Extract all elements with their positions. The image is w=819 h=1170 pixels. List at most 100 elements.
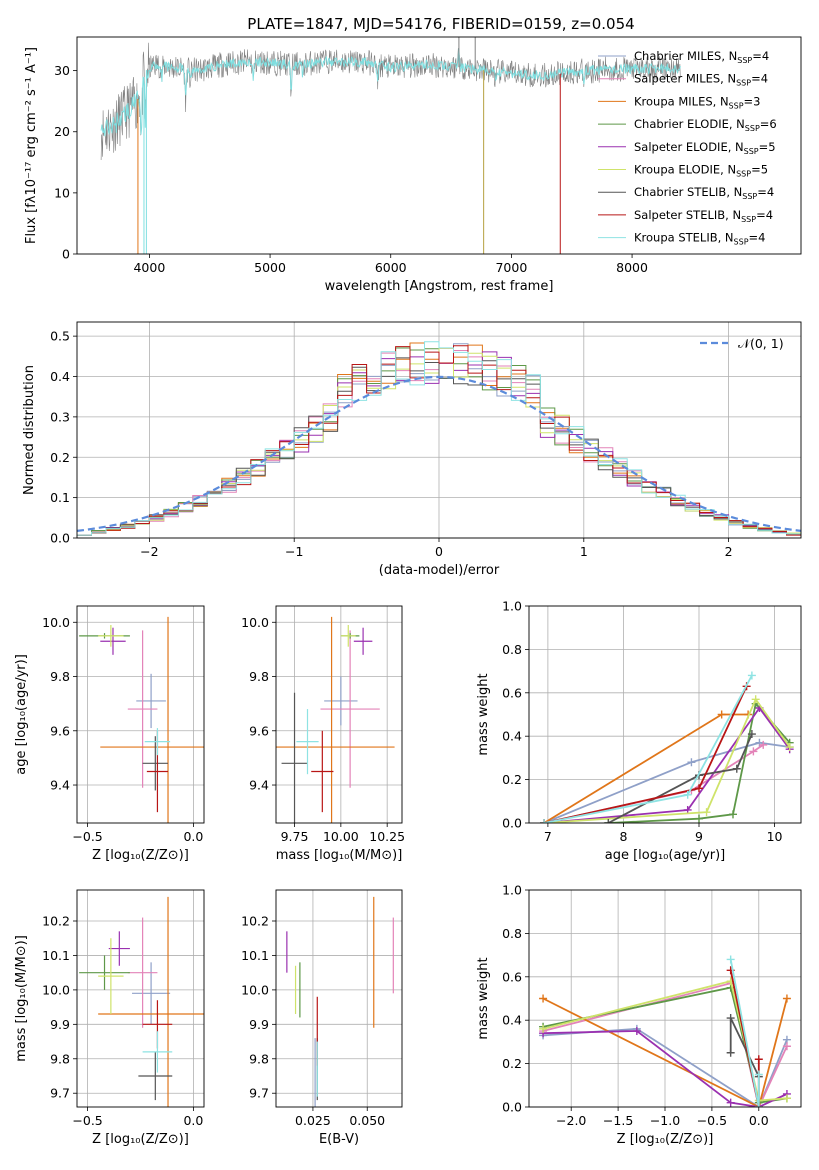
mass_vs_ebv-ytick-label: 10.2 bbox=[241, 914, 269, 929]
residual_hist-ytick-label: 0.3 bbox=[50, 409, 70, 424]
age_vs_mass-panel: 9.75 10.00 10.25 9.4 9.6 9.8 10.0 mass [log₁₀(M… bbox=[241, 605, 405, 863]
spectrum-frame bbox=[76, 36, 802, 255]
age_vs_Z-xlabel: Z [log₁₀(Z/Z⊙)] bbox=[92, 848, 189, 863]
weight_vs_age-xlabel: age [log₁₀(age/yr)] bbox=[605, 848, 726, 863]
residual_hist-panel: −2 −1 0 1 2 0.0 0.1 0.2 0.3 0.4 0.5 (data-model)/er… bbox=[22, 321, 802, 578]
weight-marker bbox=[539, 994, 548, 1003]
spectrum-ytick-label: 0 bbox=[62, 247, 70, 262]
weight_vs_age-xtick-label: 8 bbox=[619, 829, 627, 844]
weight-marker bbox=[695, 784, 703, 793]
weight_vs_age-ytick-label: 0.0 bbox=[502, 816, 522, 831]
age_vs_Z-panel: −0.5 0.0 9.4 9.6 9.8 10.0 Z [log₁₀(Z/Z⊙)] age [… bbox=[14, 605, 205, 863]
legend-label: Chabrier MILES, NSSP=4 bbox=[634, 49, 769, 65]
spectrum-model-line bbox=[100, 48, 681, 137]
errorbar-point bbox=[98, 624, 124, 647]
weight_vs_Z-ytick-label: 0.8 bbox=[502, 926, 522, 941]
weight-marker bbox=[540, 819, 549, 823]
hist-step-salpeter-stelib bbox=[77, 345, 801, 536]
weight-marker bbox=[702, 808, 711, 817]
errorbar-point bbox=[100, 627, 126, 655]
age_vs_Z-frame bbox=[76, 605, 205, 824]
mass_vs_ebv-panel: 0.025 0.050 9.7 9.8 9.9 10.0 10.1 10.2 E(B-V) bbox=[241, 889, 403, 1147]
mass_vs_ebv-ytick-label: 9.9 bbox=[249, 1017, 269, 1032]
weight_vs_age-panel: 7 8 9 10 0.0 0.2 0.4 0.6 0.8 1.0 age [log₁₀(age/yr… bbox=[476, 599, 802, 863]
weight-marker bbox=[687, 758, 696, 767]
weight_vs_age-ytick-label: 0.4 bbox=[502, 729, 522, 744]
spectrum-xtick-label: 7000 bbox=[495, 260, 527, 275]
spectrum-ytick-label: 10 bbox=[54, 185, 70, 200]
weight-marker bbox=[726, 1014, 735, 1023]
spectrum-xtick-label: 5000 bbox=[254, 260, 286, 275]
weight-marker bbox=[726, 1048, 735, 1057]
weight_vs_Z-xtick-label: 0.0 bbox=[749, 1113, 769, 1128]
weight_vs_Z-ytick-label: 0.6 bbox=[502, 969, 522, 984]
age_vs_Z-ytick-label: 9.6 bbox=[50, 723, 70, 738]
weight-marker bbox=[717, 710, 726, 719]
legend-label: Kroupa ELODIE, NSSP=5 bbox=[634, 163, 768, 179]
weight_vs_Z-ytick-label: 0.2 bbox=[502, 1056, 522, 1071]
weight_vs_age-ytick-label: 0.8 bbox=[502, 642, 522, 657]
weight_vs_Z-ytick-label: 1.0 bbox=[502, 883, 522, 898]
weight-line-salpeter-elodie bbox=[544, 706, 791, 823]
residual_hist-ylabel: Normed distribution bbox=[22, 365, 37, 495]
mass_vs_Z-ytick-label: 9.8 bbox=[50, 1051, 70, 1066]
mass_vs_ebv-plot-area bbox=[286, 896, 394, 1107]
hist-step-kroupa-stelib bbox=[77, 341, 801, 536]
residual_hist-ytick-label: 0.0 bbox=[50, 531, 70, 546]
legend-label: Salpeter STELIB, NSSP=4 bbox=[634, 208, 773, 224]
residual_hist-frame bbox=[76, 321, 802, 539]
residual_hist-ytick-label: 0.4 bbox=[50, 369, 70, 384]
mass_vs_Z-ytick-label: 9.7 bbox=[50, 1086, 70, 1101]
weight_vs_age-ylabel: mass weight bbox=[476, 673, 491, 755]
weight_vs_Z-ylabel: mass weight bbox=[476, 957, 491, 1039]
spectrum-ylabel: Flux [fλ10⁻¹⁷ erg cm⁻² s⁻¹ A⁻¹] bbox=[24, 47, 39, 244]
mass_vs_Z-ytick-label: 10.2 bbox=[42, 914, 70, 929]
weight_vs_Z-frame bbox=[528, 889, 802, 1108]
residual_hist-xtick-label: −2 bbox=[140, 544, 158, 559]
weight-line-kroupa-miles bbox=[542, 997, 788, 1107]
spectrum-ytick-label: 30 bbox=[54, 63, 70, 78]
age_vs_Z-plot-area bbox=[79, 616, 204, 823]
weight_vs_Z-xtick-label: −1.5 bbox=[603, 1113, 633, 1128]
errorbar-point bbox=[127, 917, 158, 1028]
mass_vs_Z-frame bbox=[76, 889, 205, 1108]
age_vs_Z-ytick-label: 9.8 bbox=[50, 669, 70, 684]
legend-label: Kroupa STELIB, NSSP=4 bbox=[634, 231, 765, 247]
errorbar-point bbox=[340, 624, 356, 647]
age_vs_mass-ytick-label: 9.6 bbox=[249, 723, 269, 738]
mass_vs_ebv-ytick-label: 10.1 bbox=[241, 948, 269, 963]
residual_hist-ytick-label: 0.5 bbox=[50, 329, 70, 344]
weight-marker bbox=[539, 1024, 548, 1033]
mass_vs_Z-ytick-label: 10.1 bbox=[42, 948, 70, 963]
mass_vs_Z-xlabel: Z [log₁₀(Z/Z⊙)] bbox=[92, 1132, 189, 1147]
hist-step-chabrier-stelib bbox=[77, 357, 801, 536]
age_vs_Z-xtick-label: 0.0 bbox=[183, 829, 203, 844]
weight_vs_age-plot-area bbox=[540, 671, 794, 823]
errorbar-point bbox=[276, 616, 395, 823]
legend-label: Kroupa MILES, NSSP=3 bbox=[634, 94, 760, 110]
mass_vs_Z-ylabel: mass [log₁₀(M/M⊙)] bbox=[14, 935, 29, 1062]
weight_vs_Z-panel: −2.0 −1.5 −1.0 −0.5 0.0 0.0 0.2 0.4 0.6 0.8 1.0 Z [… bbox=[476, 883, 802, 1147]
weight-marker bbox=[749, 747, 758, 756]
mass_vs_ebv-xlabel: E(B-V) bbox=[319, 1132, 359, 1147]
errorbar-point bbox=[127, 630, 158, 788]
mass_vs_Z-xtick-label: −0.5 bbox=[72, 1113, 102, 1128]
residual_hist-xtick-label: 0 bbox=[435, 544, 443, 559]
errorbar-point bbox=[100, 616, 204, 823]
age_vs_mass-ytick-label: 9.4 bbox=[249, 778, 269, 793]
spectrum-title: PLATE=1847, MJD=54176, FIBERID=0159, z=0… bbox=[247, 15, 634, 33]
residual_hist-xtick-label: 2 bbox=[725, 544, 733, 559]
errorbar-point bbox=[138, 1051, 173, 1101]
weight_vs_age-ytick-label: 0.2 bbox=[502, 772, 522, 787]
weight_vs_Z-plot-area bbox=[539, 955, 791, 1107]
weight-marker bbox=[683, 790, 692, 799]
gaussian-curve bbox=[77, 375, 801, 532]
age_vs_mass-xlabel: mass [log₁₀(M/M⊙)] bbox=[276, 848, 403, 863]
weight_vs_Z-xtick-label: −0.5 bbox=[697, 1113, 727, 1128]
spectrum-plot-area bbox=[100, 37, 681, 254]
weight-marker bbox=[604, 819, 613, 823]
weight-marker bbox=[632, 1027, 641, 1036]
residual_hist-ytick-label: 0.1 bbox=[50, 490, 70, 505]
errorbar-point bbox=[98, 896, 204, 1107]
spectrum-xtick-label: 8000 bbox=[616, 260, 648, 275]
